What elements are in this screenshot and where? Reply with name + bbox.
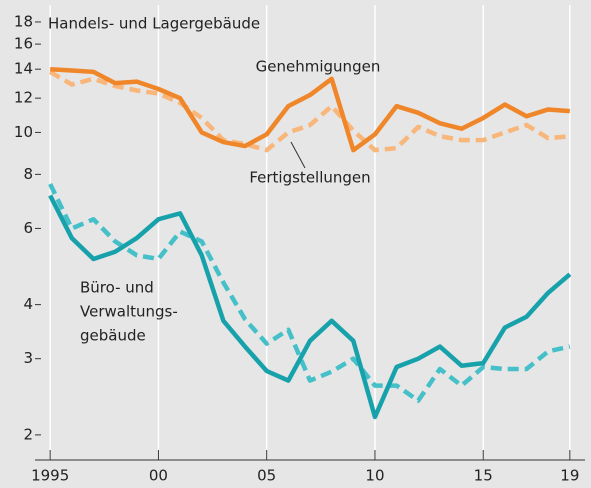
y-tick-label: 18: [14, 12, 33, 30]
series-line: [48, 183, 571, 403]
y-tick-label: 12: [14, 89, 33, 107]
y-tick-label: 8: [23, 165, 33, 183]
y-tick-label: 16: [14, 35, 33, 53]
annotation: gebäude: [80, 327, 146, 345]
x-tick-label: 1995: [31, 467, 69, 485]
leader-line: [290, 141, 306, 169]
series-line: [50, 66, 571, 153]
y-tick-label: 4: [23, 295, 33, 313]
x-tick-label: 10: [365, 467, 384, 485]
y-tick-label: 3: [23, 349, 33, 367]
series-line: [48, 194, 572, 420]
x-tick-label: 05: [257, 467, 276, 485]
y-tick-label: 6: [23, 219, 33, 237]
annotation: Genehmigungen: [256, 58, 381, 76]
y-tick-label: 2: [23, 425, 33, 443]
x-tick-label: 00: [149, 467, 168, 485]
x-tick-label: 19: [560, 467, 579, 485]
annotation: Handels- und Lagergebäude: [48, 15, 260, 33]
y-tick-label: 10: [14, 123, 33, 141]
annotation: Fertigstellungen: [249, 169, 370, 187]
series-line: [49, 69, 571, 153]
annotation: Büro- und: [80, 279, 154, 297]
y-tick-label: 14: [14, 60, 33, 78]
annotation: Verwaltungs-: [80, 303, 178, 321]
x-tick-label: 15: [474, 467, 493, 485]
